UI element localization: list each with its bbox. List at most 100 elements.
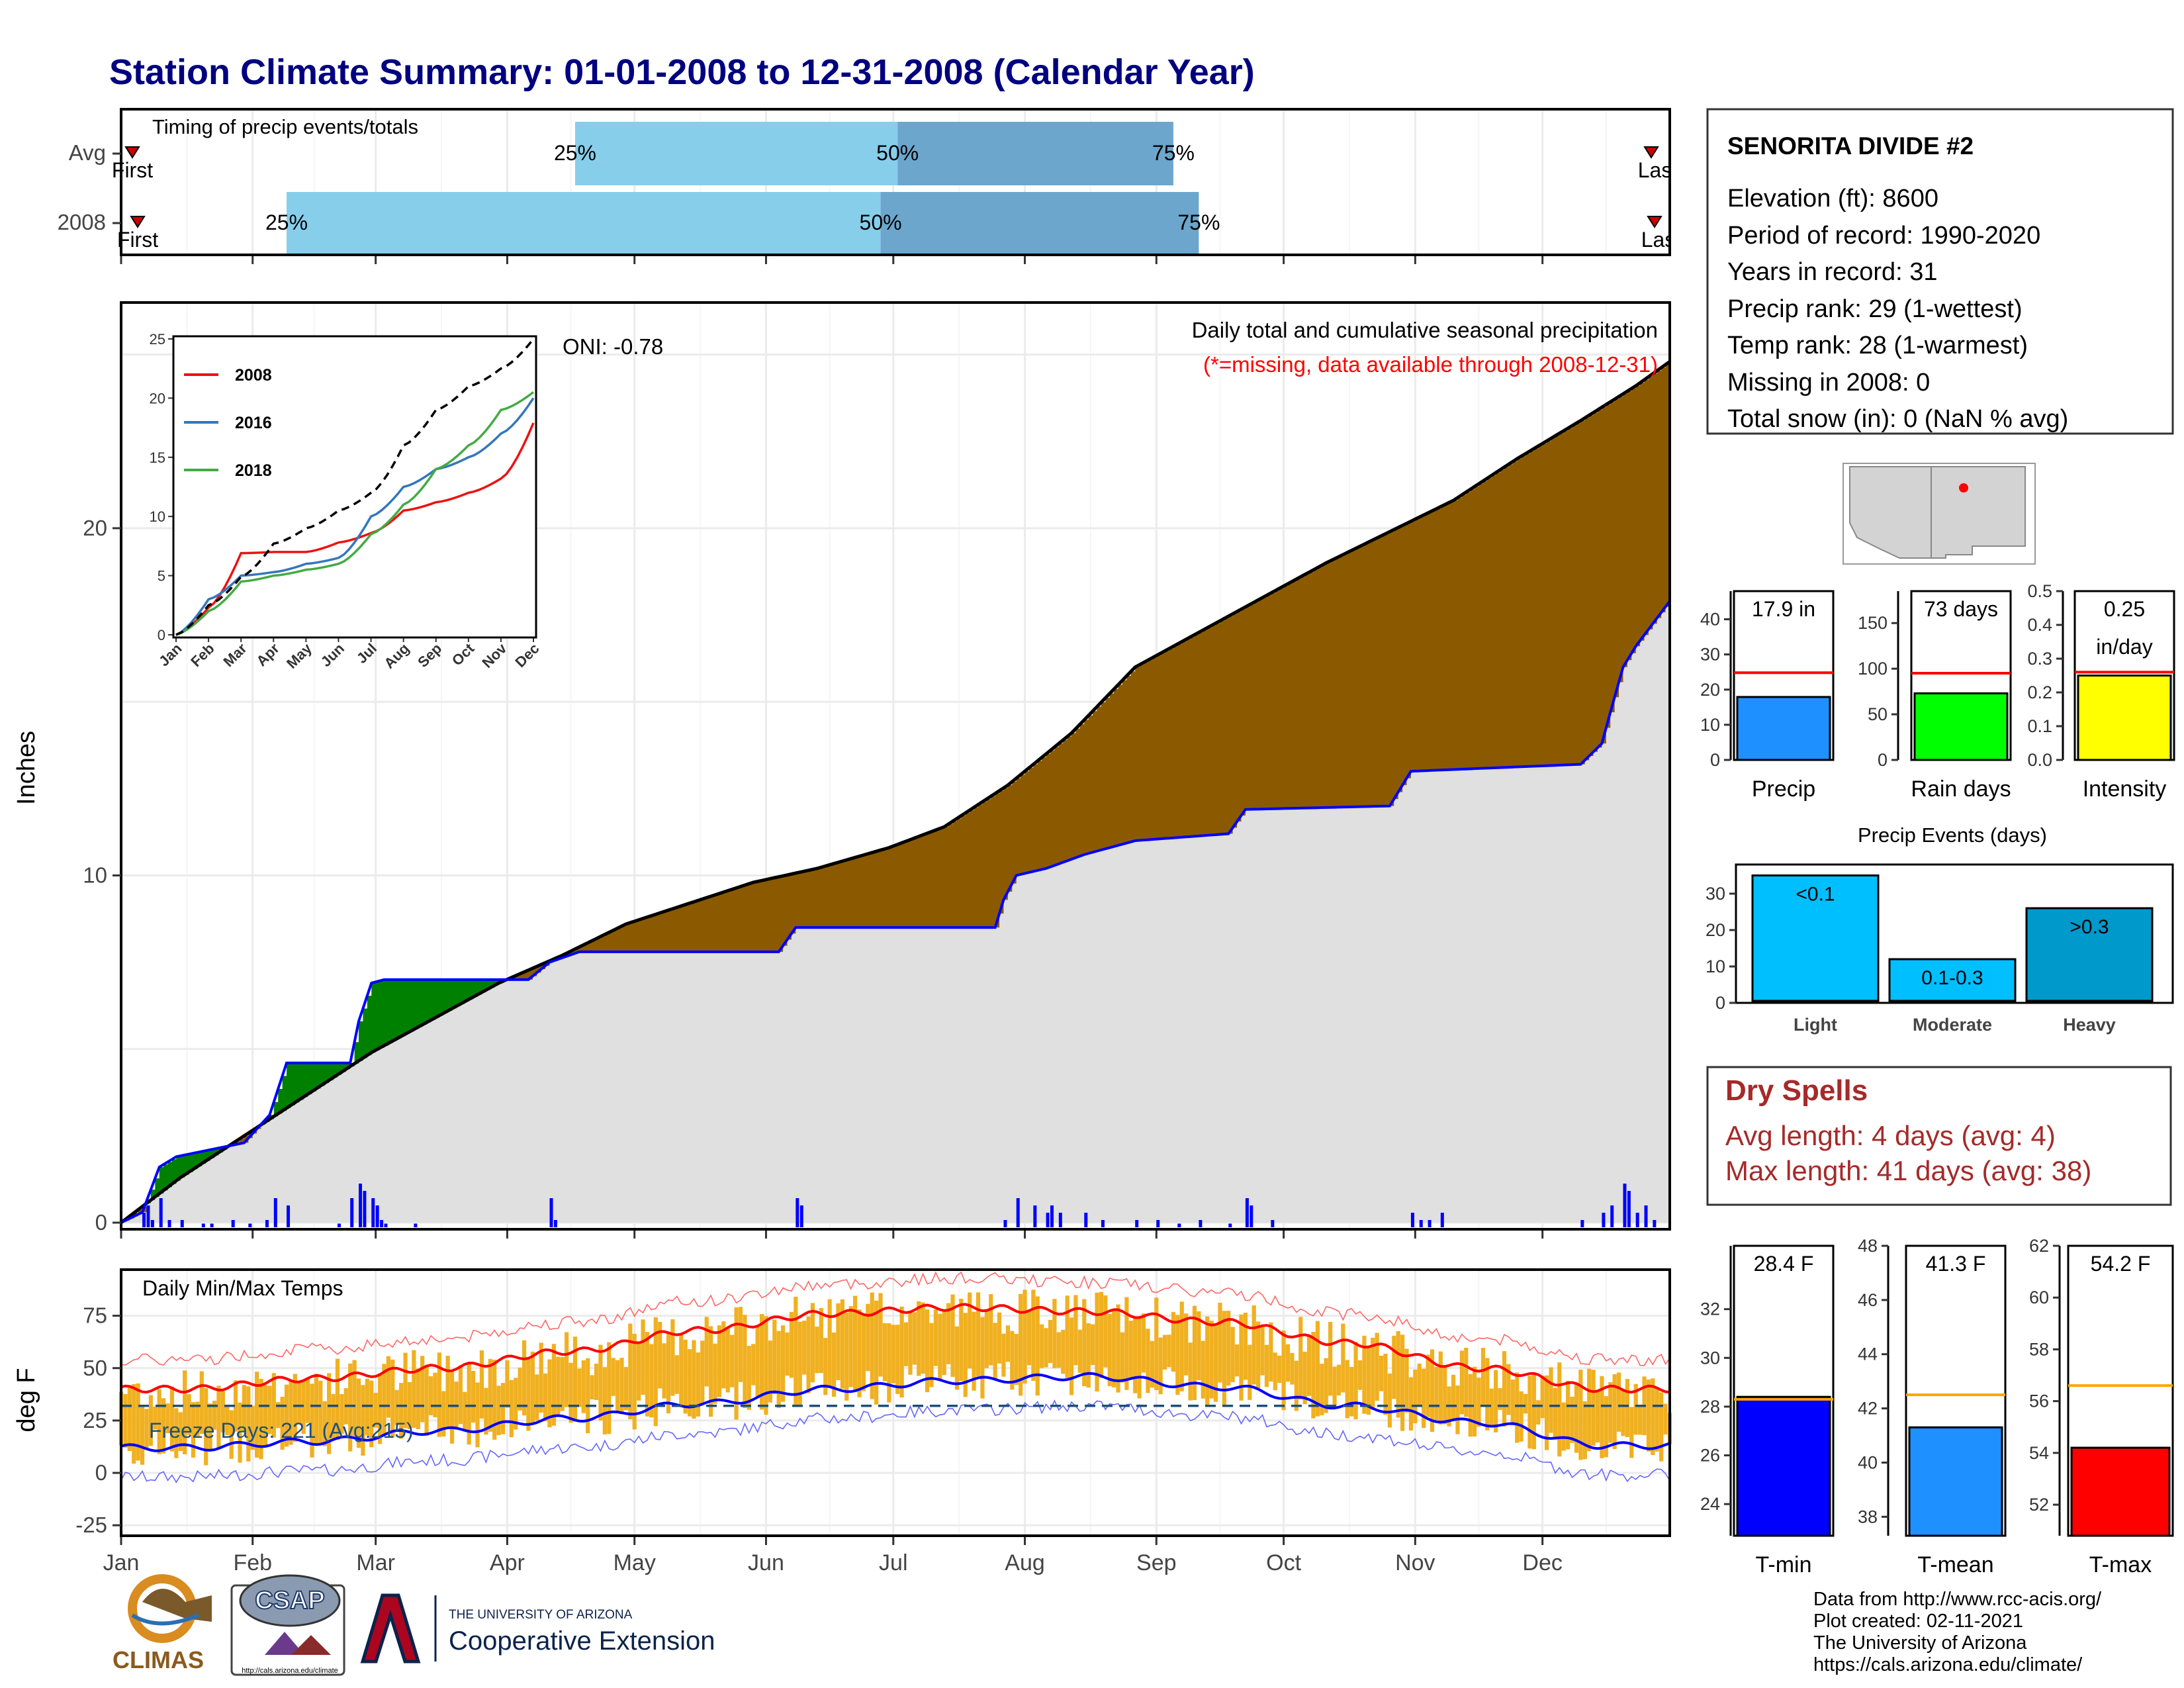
mini-chart-ytick: 46: [1858, 1290, 1878, 1310]
mini-chart-category: Precip: [1752, 776, 1815, 802]
timing-label-75: 75%: [1152, 141, 1195, 165]
daily-precip-bar: [287, 1205, 291, 1227]
temp-panel: -25 0 25 50 75 Daily Min/Max Temps Freeze Da…: [13, 1268, 1672, 1545]
temp-ytick-label: 75: [83, 1303, 107, 1328]
events-ytick: 10: [1706, 957, 1725, 976]
mini-chart-ytick: 50: [1868, 704, 1888, 724]
daily-precip-bar: [167, 1220, 171, 1227]
daily-precip-bar: [146, 1205, 150, 1227]
csap-logo-url: http://cals.arizona.edu/climate: [242, 1667, 338, 1675]
daily-precip-bar: [1228, 1223, 1232, 1227]
daily-precip-bar: [1627, 1191, 1631, 1227]
daily-precip-bar: [1623, 1184, 1627, 1227]
daily-precip-bar: [201, 1223, 205, 1227]
daily-precip-bar: [180, 1220, 184, 1227]
inset-legend-label: 2018: [235, 461, 272, 480]
mini-chart-category: Intensity: [2083, 776, 2167, 802]
daily-precip-bar: [159, 1198, 163, 1227]
mini-chart-ytick: 38: [1858, 1507, 1878, 1526]
events-bar-label: >0.3: [2070, 916, 2109, 938]
daily-precip-bar: [414, 1223, 418, 1227]
inset-ytick-label: 0: [158, 627, 165, 643]
timing-bar-25-50: [287, 192, 881, 256]
daily-precip-bar: [210, 1223, 214, 1227]
avg-cumulative-area: [121, 361, 1670, 1223]
mini-chart-t-max: 54.2 F 52 54 56 58 60 62 T-max: [2029, 1236, 2174, 1577]
station-line-elevation: Elevation (ft): 8600: [1727, 185, 1938, 212]
month-label: Jun: [748, 1550, 784, 1575]
below-average-fill: [121, 364, 1670, 1223]
events-bar-light: [1751, 874, 1880, 1002]
main-ylabel: Inches: [13, 731, 40, 805]
first-event-marker: [124, 146, 140, 159]
daily-precip-bar: [1602, 1213, 1606, 1227]
mini-chart-ytick: 48: [1858, 1236, 1878, 1256]
first-event-label: First: [112, 158, 153, 182]
mini-chart-ytick: 40: [1700, 610, 1720, 630]
daily-precip-bar: [1084, 1213, 1088, 1227]
inset-ytick-label: 5: [158, 568, 165, 585]
mini-chart-ytick: 0.1: [2027, 716, 2052, 736]
mini-chart-bar: [1908, 1426, 2003, 1537]
temp-ytick-label: 50: [83, 1356, 107, 1380]
mini-chart-ytick: 44: [1858, 1344, 1878, 1364]
month-label: Nov: [1395, 1550, 1435, 1575]
inset-ytick-label: 15: [150, 449, 165, 466]
daily-precip-bar: [1428, 1220, 1432, 1227]
daily-precip-bar: [1199, 1220, 1203, 1227]
mini-chart-value-label: 41.3 F: [1926, 1252, 1986, 1276]
climas-logo-text: CLIMAS: [113, 1646, 204, 1673]
footer-line-university: The University of Arizona: [1813, 1632, 2027, 1654]
daily-precip-bar: [1156, 1220, 1160, 1227]
logos: CLIMAS CSAP http://cals.arizona.edu/clim…: [113, 1574, 715, 1676]
footer-credits: Data from http://www.rcc-acis.org/ Plot …: [1813, 1589, 2102, 1675]
first-event-label: First: [117, 228, 158, 252]
mini-chart-category: T-min: [1756, 1552, 1812, 1577]
csap-logo-text: CSAP: [255, 1587, 325, 1615]
daily-precip-bar: [350, 1198, 354, 1227]
mini-chart-category: T-max: [2089, 1552, 2152, 1577]
dry-spells-box: Dry Spells Avg length: 4 days (avg: 4) M…: [1706, 1066, 2172, 1206]
inset-ytick-label: 25: [150, 331, 165, 348]
daily-precip-bar: [1058, 1213, 1062, 1227]
mini-chart-ytick: 40: [1858, 1452, 1878, 1472]
footer-line-source: Data from http://www.rcc-acis.org/: [1813, 1589, 2102, 1610]
ua-logo-line1: THE UNIVERSITY OF ARIZONA: [449, 1608, 633, 1622]
daily-precip-bar: [1440, 1213, 1444, 1227]
mini-chart-ytick: 10: [1700, 715, 1720, 735]
ua-logo-line2: Cooperative Extension: [449, 1626, 715, 1656]
month-label: Dec: [1522, 1550, 1562, 1575]
mini-chart-t-mean: 41.3 F 38 40 42 44 46 48 T-mean: [1858, 1236, 2007, 1577]
month-label: Jan: [103, 1550, 140, 1575]
mini-chart-ytick: 100: [1858, 659, 1888, 679]
mini-chart-ytick: 30: [1700, 1348, 1720, 1368]
events-bar-heavy: [2025, 907, 2154, 1002]
mini-chart-value-unit: in/day: [2096, 635, 2152, 659]
daily-precip-bar: [1003, 1220, 1007, 1227]
daily-precip-bar: [273, 1198, 277, 1227]
footer-line-url: https://cals.arizona.edu/climate/: [1813, 1654, 2083, 1675]
daily-precip-bar: [1271, 1220, 1275, 1227]
daily-precip-bar: [1635, 1213, 1639, 1227]
daily-precip-bar: [375, 1205, 379, 1227]
csap-logo: CSAP http://cals.arizona.edu/climate: [230, 1574, 345, 1676]
daily-precip-bar: [1046, 1213, 1050, 1227]
events-bar-label: <0.1: [1796, 884, 1835, 906]
mini-chart-bar: [2077, 675, 2172, 761]
footer-line-created: Plot created: 02-11-2021: [1813, 1611, 2023, 1632]
month-label: Aug: [1005, 1550, 1045, 1575]
last-event-marker: [1647, 216, 1662, 228]
inset-series-2016: [175, 397, 535, 636]
timing-bar-50-75: [897, 122, 1173, 185]
climas-logo: CLIMAS: [113, 1574, 212, 1673]
daily-precip-bar: [1250, 1205, 1253, 1227]
events-category-label: Moderate: [1913, 1015, 1992, 1035]
mini-chart-rain-days: 73 days 0 50 100 150 Rain days: [1858, 590, 2012, 802]
mini-chart-ytick: 30: [1700, 645, 1720, 665]
mini-chart-ytick: 54: [2029, 1443, 2049, 1463]
record-min-line: [120, 1399, 1670, 1483]
station-location-marker: [1959, 483, 1968, 492]
precip-panel: 0 10 20 Inches ONI: -0.78 Daily total and …: [13, 301, 1671, 1239]
station-name: SENORITA DIVIDE #2: [1727, 132, 1974, 160]
